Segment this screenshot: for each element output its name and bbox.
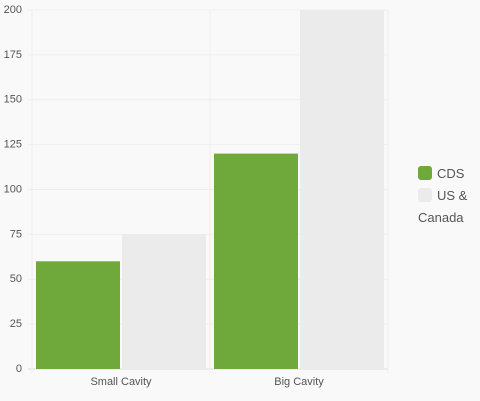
y-tick-label: 175: [4, 49, 22, 61]
legend-swatch: [418, 188, 432, 202]
legend-item[interactable]: US & Canada: [418, 185, 476, 229]
bar: [214, 153, 298, 369]
bar: [36, 261, 120, 369]
y-tick-label: 75: [10, 228, 22, 240]
bar: [300, 10, 384, 369]
y-tick-label: 50: [10, 273, 22, 285]
y-tick-label: 25: [10, 318, 22, 330]
y-tick-label: 150: [4, 94, 22, 106]
y-tick-label: 0: [16, 363, 22, 375]
y-tick-label: 200: [4, 4, 22, 16]
x-tick-label: Small Cavity: [90, 376, 152, 388]
legend: CDS US & Canada: [418, 163, 476, 229]
bar: [122, 234, 206, 369]
legend-label: US & Canada: [418, 188, 468, 225]
legend-item[interactable]: CDS: [418, 163, 476, 185]
y-tick-label: 125: [4, 139, 22, 151]
legend-swatch: [418, 166, 432, 180]
legend-label: CDS: [437, 166, 465, 181]
y-tick-label: 100: [4, 183, 22, 195]
x-tick-label: Big Cavity: [274, 376, 324, 388]
